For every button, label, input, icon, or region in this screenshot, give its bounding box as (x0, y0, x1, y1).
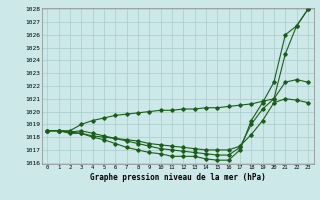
X-axis label: Graphe pression niveau de la mer (hPa): Graphe pression niveau de la mer (hPa) (90, 173, 266, 182)
